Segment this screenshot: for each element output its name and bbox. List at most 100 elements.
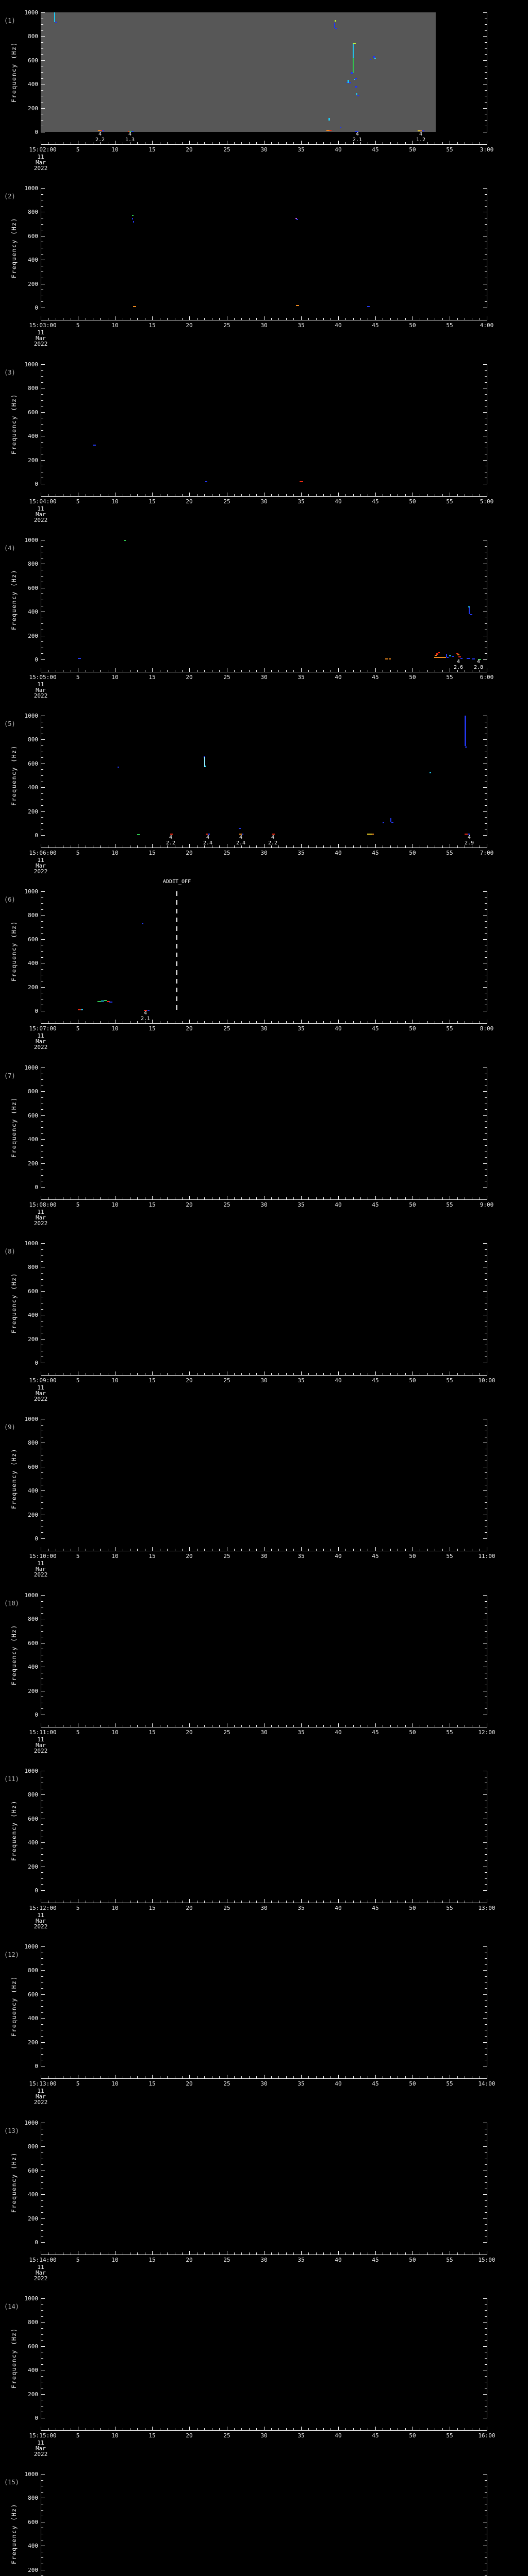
x-tick — [278, 670, 279, 672]
date-label: 11 — [37, 1560, 44, 1567]
y-tick — [41, 745, 43, 746]
y-tick-label: 600 — [28, 233, 38, 240]
x-tick-label: 25 — [223, 1905, 230, 1911]
y-tick — [41, 1994, 45, 1995]
y-tick — [483, 12, 487, 13]
x-tick-label: 25 — [223, 1377, 230, 1384]
x-axis — [41, 1375, 487, 1376]
x-tick — [316, 2252, 317, 2255]
x-tick — [271, 845, 272, 848]
date-label: Mar — [36, 2269, 46, 2276]
frequency-axis-title: Frequency (Hz) — [10, 42, 18, 103]
x-tick — [293, 494, 294, 496]
y-tick — [41, 2206, 43, 2207]
x-tick — [182, 318, 183, 320]
y-tick — [41, 1472, 43, 1473]
y-tick — [485, 727, 487, 728]
x-tick — [152, 2251, 153, 2255]
detection-mark — [349, 82, 351, 83]
x-tick-label: 45 — [372, 498, 379, 505]
y-tick — [41, 1249, 43, 1250]
y-tick — [485, 1157, 487, 1158]
x-tick — [427, 2076, 428, 2078]
x-tick-label: 5 — [76, 322, 80, 329]
x-tick — [301, 1196, 302, 1199]
y-tick-label: 600 — [28, 1288, 38, 1295]
x-tick — [167, 1901, 168, 1903]
y-tick — [483, 915, 487, 916]
x-tick — [360, 1021, 361, 1023]
y-tick — [41, 987, 45, 988]
x-tick-label: 20 — [186, 674, 193, 681]
y-tick — [485, 1255, 487, 1256]
y-tick — [485, 1958, 487, 1959]
detection-mark — [435, 655, 437, 656]
y-tick-label: 1000 — [24, 1943, 39, 1950]
y-tick — [485, 897, 487, 898]
frequency-axis-title: Frequency (Hz) — [10, 1448, 18, 1509]
x-tick-label: 20 — [186, 850, 193, 856]
x-tick-label: 5 — [76, 1201, 80, 1208]
y-tick-label: 200 — [28, 1336, 38, 1343]
y-tick — [41, 1291, 45, 1292]
x-tick — [278, 2252, 279, 2255]
y-tick — [485, 1860, 487, 1861]
detection-mark — [272, 834, 275, 835]
x-tick — [360, 670, 361, 672]
y-tick — [485, 1532, 487, 1533]
y-tick — [41, 817, 43, 818]
y-tick — [483, 1091, 487, 1092]
x-tick — [390, 670, 391, 672]
x-tick — [100, 1197, 101, 1199]
x-tick-label: 35 — [298, 2432, 305, 2439]
x-tick-label: 10 — [111, 1729, 119, 1736]
x-tick — [264, 1723, 265, 1727]
x-tick — [234, 1901, 235, 1903]
panel-2: (2) Frequency (Hz) 0 200 400 600 800 1000 15:03:… — [0, 176, 528, 352]
x-tick — [301, 2427, 302, 2430]
frequency-axis-title: Frequency (Hz) — [10, 217, 18, 278]
x-tick — [345, 1901, 346, 1903]
x-tick — [360, 1549, 361, 1551]
x-tick — [345, 1725, 346, 1727]
y-tick — [485, 1079, 487, 1080]
date-label: 2022 — [34, 1396, 48, 1402]
y-tick-label: 400 — [28, 1664, 38, 1670]
y-tick-label: 0 — [35, 129, 38, 135]
detection-mark — [391, 822, 393, 823]
y-tick — [485, 30, 487, 31]
detection-mark — [452, 656, 454, 657]
x-tick-label: 15 — [148, 1729, 156, 1736]
y-tick — [41, 957, 43, 958]
x-tick — [405, 1197, 406, 1199]
x-tick-label: 15 — [148, 850, 156, 856]
detection-mark — [430, 772, 431, 773]
x-tick — [427, 1197, 428, 1199]
x-tick — [323, 1373, 324, 1375]
y-tick — [485, 442, 487, 443]
y-tick-label: 200 — [28, 2215, 38, 2222]
detection-mark — [208, 834, 210, 835]
y-tick — [485, 1133, 487, 1134]
y-tick-label: 600 — [28, 2519, 38, 2526]
x-tick — [286, 1197, 287, 1199]
x-tick-label: 25 — [223, 1553, 230, 1560]
y-tick — [41, 108, 45, 109]
event-label-line2: 2.9 — [464, 840, 474, 846]
x-tick — [360, 1725, 361, 1727]
y-tick — [41, 1127, 43, 1128]
x-tick — [167, 494, 168, 496]
y-tick — [41, 1109, 43, 1110]
x-tick — [442, 2252, 443, 2255]
x-tick-label: 55 — [446, 1905, 453, 1911]
x-tick — [182, 845, 183, 848]
y-tick-label: 400 — [28, 81, 38, 88]
x-tick — [189, 2251, 190, 2255]
x-tick-label: 5 — [76, 850, 80, 856]
detection-mark — [93, 445, 96, 446]
y-tick — [485, 54, 487, 55]
y-tick — [485, 1661, 487, 1662]
detection-mark — [205, 766, 206, 767]
x-tick — [323, 1197, 324, 1199]
date-label: 11 — [37, 1736, 44, 1743]
